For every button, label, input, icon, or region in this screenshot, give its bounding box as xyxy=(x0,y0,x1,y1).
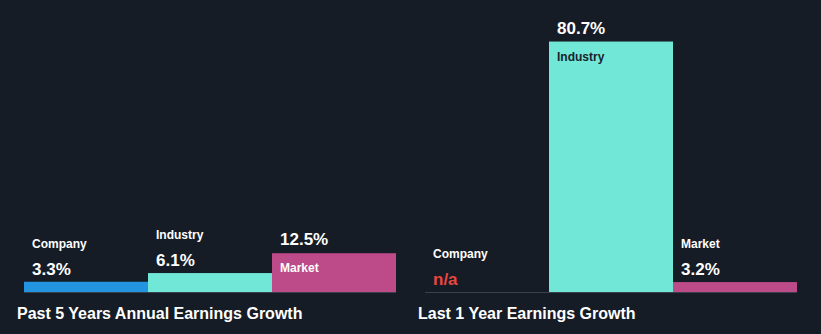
bars xyxy=(24,253,396,292)
bars xyxy=(549,42,797,292)
value-label: 12.5% xyxy=(280,230,328,249)
chart-svg: Company 3.3% Industry 6.1% Market 12.5% Past 5… xyxy=(0,0,821,334)
category-label: Market xyxy=(280,261,319,275)
bar xyxy=(549,42,673,292)
category-label: Market xyxy=(681,237,720,251)
value-label: 6.1% xyxy=(156,251,195,270)
bar xyxy=(148,273,272,292)
chart-title: Last 1 Year Earnings Growth xyxy=(418,305,636,322)
chart-root: Company 3.3% Industry 6.1% Market 12.5% Past 5… xyxy=(0,0,821,334)
baseline xyxy=(425,292,797,293)
bar xyxy=(673,282,797,292)
labels: Company n/a Industry 80.7% Market 3.2% xyxy=(433,19,720,289)
value-label: 3.3% xyxy=(32,260,71,279)
labels: Company 3.3% Industry 6.1% Market 12.5% xyxy=(32,228,328,279)
chart-title: Past 5 Years Annual Earnings Growth xyxy=(17,305,302,322)
baseline xyxy=(24,292,396,293)
bar xyxy=(272,253,396,292)
value-label: 3.2% xyxy=(681,260,720,279)
category-label: Company xyxy=(433,247,488,261)
category-label: Industry xyxy=(156,228,204,242)
category-label: Industry xyxy=(557,50,605,64)
value-label: n/a xyxy=(433,270,458,289)
chart: Company n/a Industry 80.7% Market 3.2% Last 1 … xyxy=(418,19,797,322)
category-label: Company xyxy=(32,237,87,251)
value-label: 80.7% xyxy=(557,19,605,38)
bar xyxy=(24,282,148,292)
chart: Company 3.3% Industry 6.1% Market 12.5% Past 5… xyxy=(17,228,396,322)
